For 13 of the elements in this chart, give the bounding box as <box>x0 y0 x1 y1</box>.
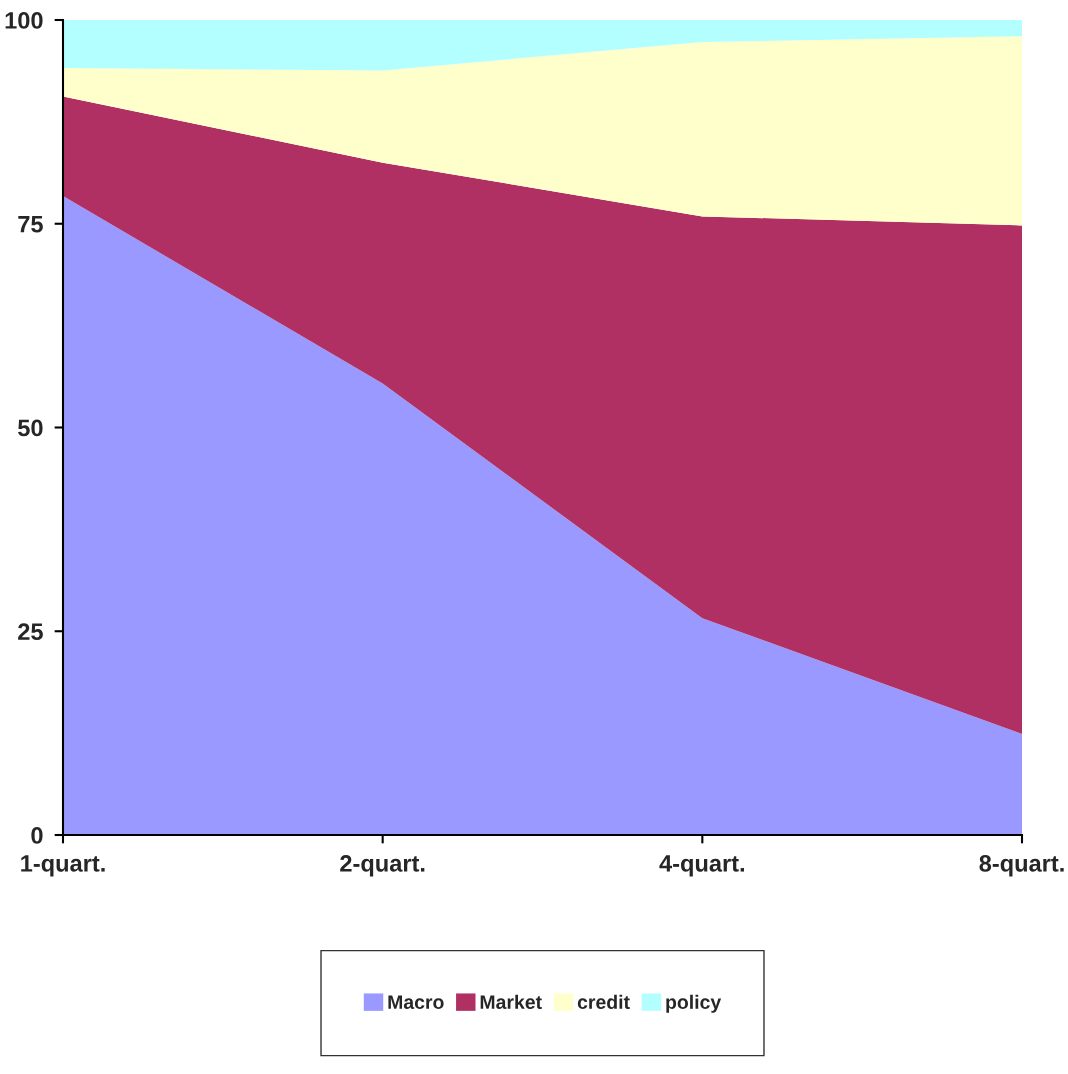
x-tick-label: 4-quart. <box>659 855 744 877</box>
legend-label: credit <box>577 994 630 1009</box>
y-tick-label: 100 <box>5 12 43 29</box>
y-tick-label: 50 <box>18 419 43 437</box>
y-tick-label: 75 <box>18 216 43 233</box>
legend-label: Market <box>480 994 542 1009</box>
legend-label: policy <box>666 994 722 1013</box>
x-tick-label: 2-quart. <box>340 855 425 877</box>
legend-label: Macro <box>388 995 444 1009</box>
y-tick-label: 0 <box>31 827 43 844</box>
x-tick-label: 8-quart. <box>979 855 1064 877</box>
y-tick-label: 25 <box>18 623 43 641</box>
x-tick-label: 1-quart. <box>21 855 105 877</box>
